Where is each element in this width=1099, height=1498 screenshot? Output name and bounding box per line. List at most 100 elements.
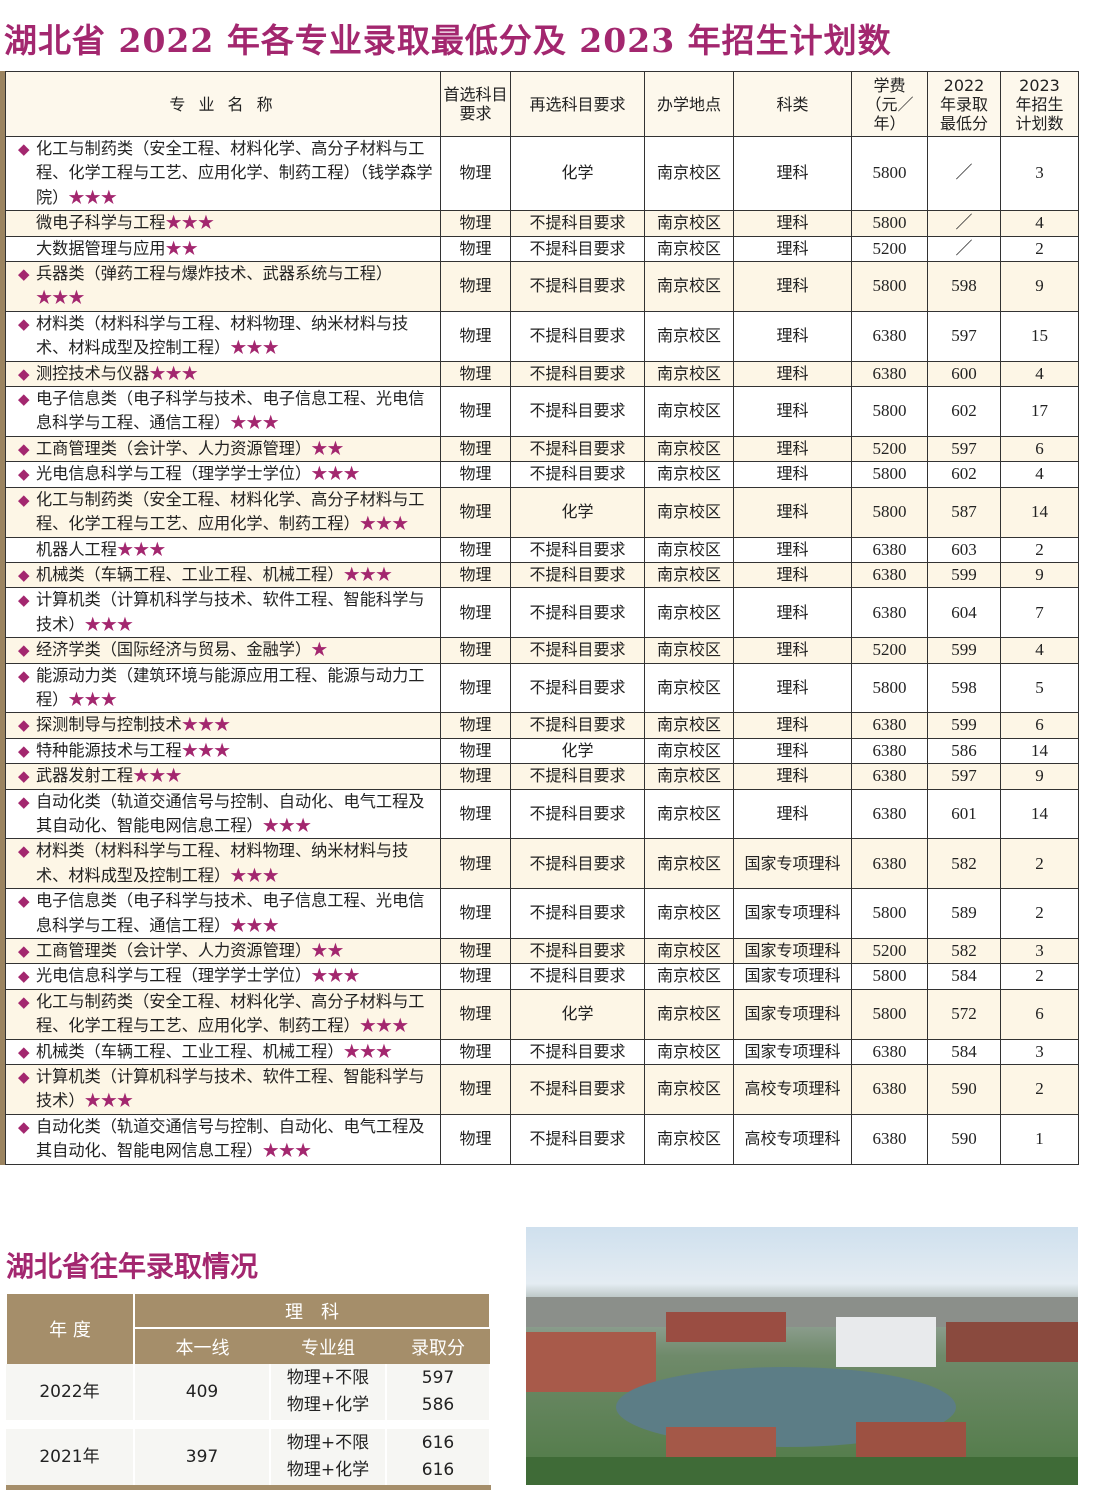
first-subject-cell: 物理 [440,1064,511,1115]
tuition-cell: 6380 [851,587,928,639]
category-cell: 理科 [733,310,852,362]
header-plan-2023: 2023 年招生计划数 [1000,71,1079,137]
category-cell: 理科 [733,210,852,237]
plan-cell: 17 [1000,386,1079,437]
second-subject-cell: 不提科目要求 [510,536,645,563]
diamond-icon: ◆ [18,1117,30,1136]
plan-cell: 7 [1000,587,1079,639]
tuition-cell: 5800 [851,486,928,538]
sub-header: 专业组 [270,1328,386,1364]
min-score-cell: 584 [927,1038,1001,1066]
plan-cell: 2 [1000,963,1079,990]
location-cell: 南京校区 [644,310,734,362]
plan-cell: 4 [1000,637,1079,664]
score: 616 [421,1433,455,1453]
star-rating: ★★★ [343,564,393,584]
major-name-cell: ◆ 化工与制药类（安全工程、材料化学、高分子材料与工程、化学工程与工艺、应用化学、… [5,988,441,1040]
major-name-cell: ◆ 光电信息科学与工程（理学学士学位）★★★ [5,963,441,990]
major-name-cell: ◆ 工商管理类（会计学、人力资源管理）★★ [5,937,441,965]
first-subject-cell: 物理 [440,587,511,639]
star-rating: ★★★ [133,766,182,786]
plan-cell: 6 [1000,712,1079,739]
page-title: 湖北省 2022 年各专业录取最低分及 2023 年招生计划数 [4,21,892,60]
diamond-icon: ◆ [18,314,30,333]
history-row: 2021年 397 物理+不限 物理+化学 616 616 [6,1424,492,1490]
major-name: 化工与制药类（安全工程、材料化学、高分子材料与工程、化学工程与工艺、应用化学、制… [36,139,433,207]
star-rating: ★★★ [230,413,279,433]
plan-cell: 14 [1000,788,1079,840]
major-name-cell: 机器人工程★★★ [5,536,441,563]
major-name-cell: ◆ 经济学类（国际经济与贸易、金融学）★ [5,637,441,664]
star-rating: ★★★ [230,865,279,885]
plan-cell: 6 [1000,988,1079,1040]
first-subject-cell: 物理 [440,536,511,563]
min-score-cell: 604 [927,587,1001,639]
tuition-cell: 6380 [851,360,928,388]
diamond-icon: ◆ [18,842,30,861]
first-subject-cell: 物理 [440,637,511,664]
second-subject-cell: 不提科目要求 [510,888,645,939]
min-score-cell: 590 [927,1064,1001,1115]
history-title: 湖北省往年录取情况 [6,1250,259,1283]
table-row: ◆ 兵器类（弹药工程与爆炸技术、武器系统与工程） ★★★ 物理 不提科目要求 南京校区 理科… [5,261,1079,312]
tuition-cell: 5800 [851,135,928,212]
header-second-subject: 再选科目要求 [510,71,645,137]
location-cell: 南京校区 [644,737,734,765]
min-score-cell: 582 [927,838,1001,890]
group: 物理+化学 [286,1460,370,1480]
sub-header: 录取分 [386,1328,491,1364]
second-subject-cell: 化学 [510,737,645,765]
location-cell: 南京校区 [644,360,734,388]
location-cell: 南京校区 [644,235,734,263]
plan-cell: 4 [1000,360,1079,388]
second-subject-cell: 化学 [510,988,645,1040]
location-cell: 南京校区 [644,135,734,212]
major-name-cell: ◆ 化工与制药类（安全工程、材料化学、高分子材料与工程、化学工程与工艺、应用化学、… [5,135,441,212]
min-score-cell: 602 [927,461,1001,488]
star-rating: ★★ [165,238,198,258]
plan-cell: 2 [1000,235,1079,263]
min-score-cell: 584 [927,963,1001,990]
year-cell: 2022年 [6,1364,135,1429]
location-cell: 南京校区 [644,1113,734,1165]
tuition-cell: 6380 [851,763,928,790]
diamond-icon: ◆ [18,892,30,911]
location-cell: 南京校区 [644,461,734,488]
diamond-icon: ◆ [18,767,30,786]
tuition-cell: 6380 [851,536,928,563]
admission-table-wrapper: 专 业 名 称首选科目要求 再选科目要求 办学地点 科类 学费（元／年） 2022 年录取… [0,71,1079,1165]
major-name-cell: ◆ 测控技术与仪器★★★ [5,360,441,388]
major-name: 微电子科学与工程 [36,213,166,233]
major-name-cell: ◆ 电子信息类（电子科学与技术、电子信息工程、光电信息科学与工程、通信工程）★★★ [5,386,441,437]
plan-cell: 3 [1000,937,1079,965]
tuition-cell: 6380 [851,1113,928,1165]
plan-cell: 9 [1000,261,1079,312]
table-row: ◆ 光电信息科学与工程（理学学士学位）★★★ 物理 不提科目要求 南京校区 国家专项理科 5… [5,963,1079,990]
min-score-cell: 600 [927,360,1001,388]
table-row: ◆ 机械类（车辆工程、工业工程、机械工程）★★★ 物理 不提科目要求 南京校区 国家专项理… [5,1038,1079,1066]
tuition-cell: 6380 [851,1064,928,1115]
table-row: ◆ 光电信息科学与工程（理学学士学位）★★★ 物理 不提科目要求 南京校区 理科 5800 6… [5,461,1079,488]
tuition-cell: 5800 [851,662,928,714]
major-name: 光电信息科学与工程（理学学士学位） [36,966,312,986]
major-name-cell: ◆ 化工与制药类（安全工程、材料化学、高分子材料与工程、化学工程与工艺、应用化学、… [5,486,441,538]
category-cell: 理科 [733,637,852,664]
star-rating: ★★★ [68,187,117,207]
table-row: ◆ 能源动力类（建筑环境与能源应用工程、能源与动力工程）★★★ 物理 不提科目要求 南京… [5,662,1079,714]
major-name: 机器人工程 [36,539,117,559]
major-name: 自动化类（轨道交通信号与控制、自动化、电气工程及其自动化、智能电网信息工程） [36,1116,425,1161]
star-rating: ★★★ [230,338,279,358]
second-subject-cell: 不提科目要求 [510,360,645,388]
tuition-cell: 5800 [851,261,928,312]
star-rating: ★★★ [311,966,360,986]
category-cell: 国家专项理科 [733,963,852,990]
min-score-cell: ／ [927,135,1001,212]
second-subject-cell: 不提科目要求 [510,561,645,589]
location-cell: 南京校区 [644,210,734,237]
major-name-cell: ◆ 工商管理类（会计学、人力资源管理）★★ [5,435,441,463]
major-name: 工商管理类（会计学、人力资源管理） [36,438,312,458]
score-cell: 616 616 [386,1424,492,1490]
category-cell: 国家专项理科 [733,838,852,890]
second-subject-cell: 不提科目要求 [510,637,645,664]
star-rating: ★ [311,640,328,660]
